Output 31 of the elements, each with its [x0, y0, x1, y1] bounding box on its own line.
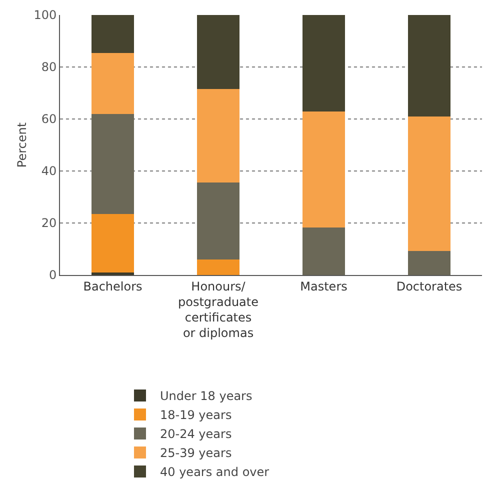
legend-label: 25-39 years	[160, 446, 232, 460]
bar	[302, 228, 345, 275]
bar	[302, 111, 345, 228]
legend-label: 40 years and over	[160, 465, 270, 480]
x-tick-label: Bachelors	[83, 279, 142, 294]
bar	[197, 15, 240, 90]
bar	[92, 15, 134, 53]
bar	[408, 116, 450, 252]
bar	[197, 89, 240, 183]
y-tick-label: 20	[41, 216, 57, 230]
x-tick-label: Honours/ postgraduate certificates or diplomas	[178, 279, 258, 340]
bar	[92, 214, 134, 272]
y-axis-title: Percent	[15, 122, 29, 168]
bar	[92, 114, 134, 214]
legend-label: 20-24 years	[160, 427, 232, 442]
bar	[408, 15, 450, 117]
bar	[92, 272, 134, 275]
bar	[408, 251, 450, 275]
y-tick-label: 60	[41, 112, 57, 126]
x-tick-label: Masters	[300, 279, 348, 294]
y-tick-label: 80	[41, 60, 57, 74]
bar	[197, 259, 240, 275]
legend-label: 18-19 years	[160, 408, 232, 422]
x-tick-label: Doctorates	[396, 279, 462, 294]
y-tick-label: 0	[48, 268, 57, 282]
legend-label: Under 18 years	[160, 389, 252, 404]
y-tick-label: 100	[34, 8, 57, 22]
bar	[302, 15, 345, 112]
bar	[197, 182, 240, 260]
y-tick-label: 40	[41, 164, 57, 178]
bar	[92, 52, 134, 114]
